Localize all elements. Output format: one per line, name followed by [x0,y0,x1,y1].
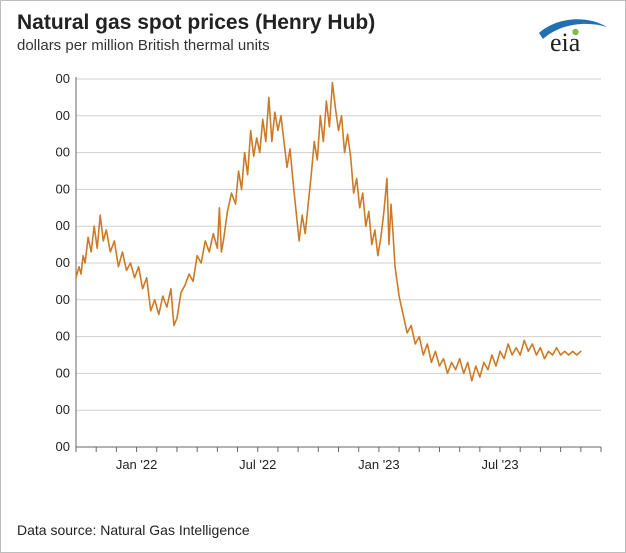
svg-text:Jan '22: Jan '22 [116,457,158,472]
svg-text:$0.00: $0.00 [56,439,70,454]
svg-text:Jan '23: Jan '23 [358,457,400,472]
svg-text:$5.00: $5.00 [56,255,70,270]
svg-text:Jul '22: Jul '22 [239,457,276,472]
price-series-line [76,83,581,381]
data-source: Data source: Natural Gas Intelligence [17,522,250,538]
chart-title: Natural gas spot prices (Henry Hub) [17,11,535,35]
eia-logo-svg: eia [537,13,609,57]
chart-plot: $0.00 $1.00 $2.00 $3.00 $4.00 $5.00 $6.00 $7.00… [56,67,611,483]
svg-text:$2.00: $2.00 [56,365,70,380]
chart-subtitle: dollars per million British thermal unit… [17,37,535,54]
svg-text:$3.00: $3.00 [56,329,70,344]
svg-text:$1.00: $1.00 [56,402,70,417]
svg-text:$10.00: $10.00 [56,71,70,86]
svg-text:Jul '23: Jul '23 [481,457,518,472]
svg-text:$9.00: $9.00 [56,108,70,123]
chart-frame: Natural gas spot prices (Henry Hub) doll… [0,0,626,553]
chart-header: Natural gas spot prices (Henry Hub) doll… [17,11,535,54]
svg-text:$8.00: $8.00 [56,145,70,160]
eia-logo: eia [537,13,609,62]
svg-text:eia: eia [550,28,581,57]
svg-text:$7.00: $7.00 [56,181,70,196]
svg-text:$6.00: $6.00 [56,218,70,233]
svg-text:$4.00: $4.00 [56,292,70,307]
